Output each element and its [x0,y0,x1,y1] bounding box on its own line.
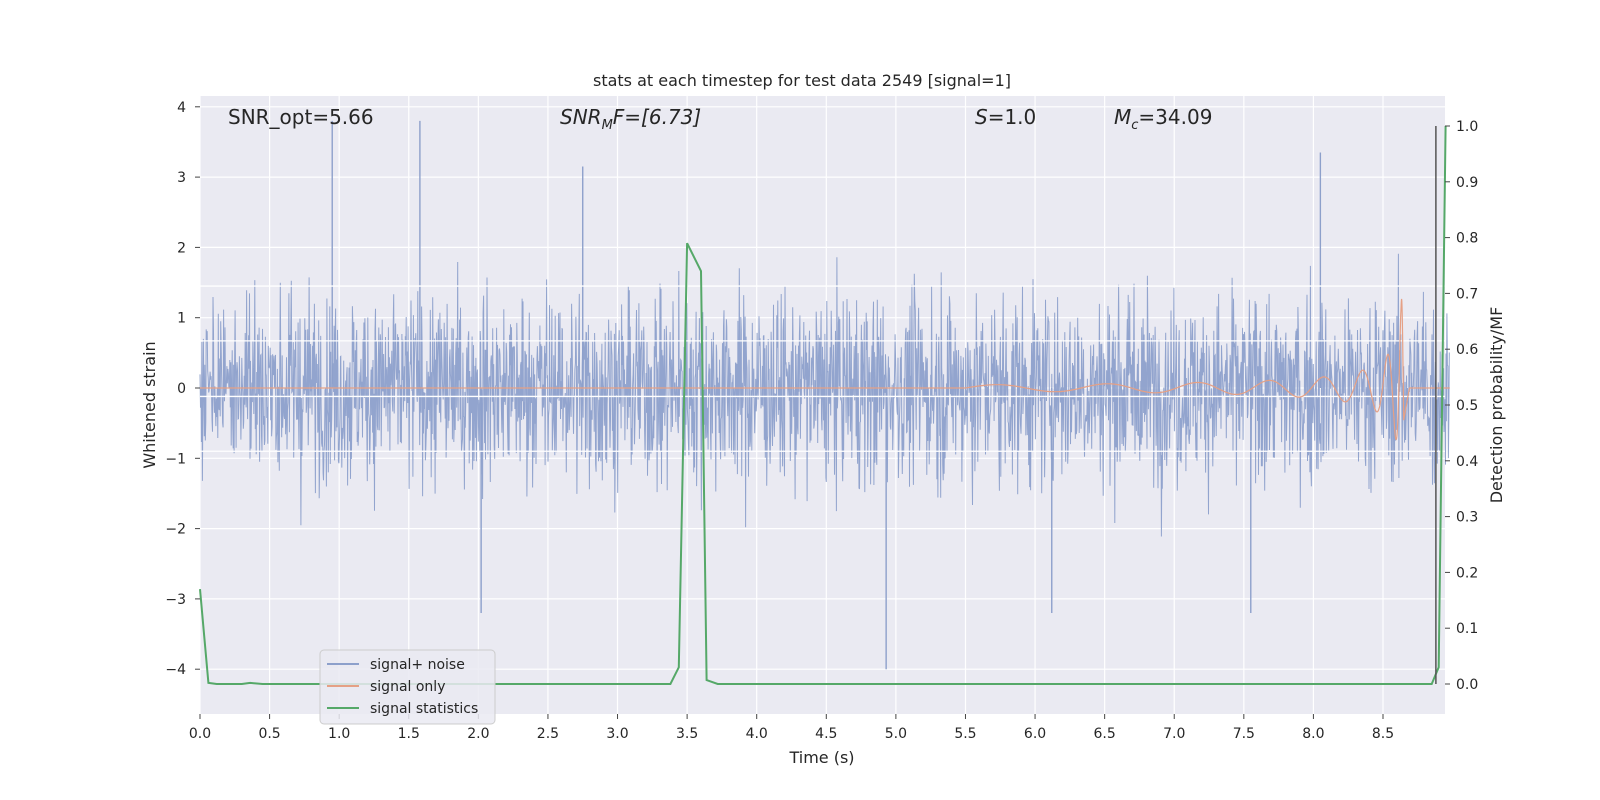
annotation-s-main: S [975,105,988,129]
y2-tick-label: 1.0 [1456,119,1478,135]
y-tick-label: 3 [177,170,186,186]
y-tick-label: 2 [177,240,186,256]
annotation-snr-mf-main: SNR [560,105,602,129]
x-tick-label: 6.0 [1024,726,1046,742]
x-tick-label: 2.5 [537,726,559,742]
x-tick-label: 2.0 [467,726,489,742]
annotation-mc-main: M [1114,105,1131,129]
annotation-s-rest: =1.0 [988,105,1037,129]
x-ticks: 0.0 0.5 1.0 1.5 2.0 2.5 3.0 3.5 4.0 4.5 5.0 5.5 6.0 6… [189,714,1394,742]
x-tick-label: 5.0 [885,726,907,742]
signal-line [200,298,1450,441]
stats-series [199,125,1447,685]
x-tick-label: 6.5 [1094,726,1116,742]
y2-tick-label: 0.8 [1456,231,1478,247]
annotation-snr-mf-rest: F=[6.73] [613,105,701,129]
x-tick-label: 3.5 [676,726,698,742]
y2-tick-label: 0.6 [1456,342,1478,358]
legend-label-signal: signal only [370,679,445,695]
y-axis-label: Whitened strain [140,341,159,468]
y2-axis-label: Detection probability/MF [1487,307,1506,504]
y2-ticks: 1.0 0.9 0.8 0.7 0.6 0.5 0.4 0.3 0.2 0.1 0.0 [1445,119,1478,693]
legend: signal+ noise signal only signal statist… [319,649,496,725]
annotation-mc-rest: =34.09 [1138,105,1212,129]
x-tick-label: 1.5 [398,726,420,742]
x-tick-label: 3.0 [606,726,628,742]
x-tick-label: 4.0 [746,726,768,742]
y-tick-label: 1 [177,311,186,327]
y-tick-label: 4 [177,100,186,116]
y-tick-label: −4 [165,662,186,678]
legend-box [319,649,496,725]
stats-line [199,125,1447,685]
legend-label-noise: signal+ noise [370,657,465,673]
x-tick-label: 0.0 [189,726,211,742]
annotation-snr-mf: SNRMF=[6.73] [560,105,701,133]
noise-series [199,120,1450,670]
x-axis-label: Time (s) [788,748,854,767]
legend-label-stats: signal statistics [370,701,478,717]
annotation-s: S=1.0 [975,105,1036,129]
noise-line [199,253,1450,537]
y-tick-label: −1 [165,451,186,467]
y-tick-label: −3 [165,592,186,608]
annotation-mc-sub: c [1131,118,1138,133]
annotation-snr-mf-sub: M [602,118,613,133]
y2-tick-label: 0.4 [1456,454,1478,470]
y2-tick-label: 0.3 [1456,510,1478,526]
x-tick-label: 8.5 [1372,726,1394,742]
y2-tick-label: 0.0 [1456,677,1478,693]
x-tick-label: 7.5 [1233,726,1255,742]
x-tick-label: 4.5 [815,726,837,742]
y-ticks: 4 3 2 1 0 −1 −2 −3 −4 [165,100,200,678]
annotation-mc: Mc=34.09 [1114,105,1212,133]
hlines [200,285,1445,452]
x-tick-label: 8.0 [1302,726,1324,742]
y2-tick-label: 0.1 [1456,621,1478,637]
annotation-snr-opt: SNR_opt=5.66 [228,105,374,129]
x-tick-label: 5.5 [954,726,976,742]
x-tick-label: 0.5 [258,726,280,742]
y-tick-label: 0 [177,381,186,397]
chart-title: stats at each timestep for test data 254… [593,71,1011,90]
x-tick-label: 1.0 [328,726,350,742]
signal-series [200,298,1450,441]
y2-tick-label: 0.9 [1456,175,1478,191]
y-tick-label: −2 [165,522,186,538]
y2-tick-label: 0.2 [1456,565,1478,581]
y2-tick-label: 0.5 [1456,398,1478,414]
x-tick-label: 7.0 [1163,726,1185,742]
y2-tick-label: 0.7 [1456,286,1478,302]
